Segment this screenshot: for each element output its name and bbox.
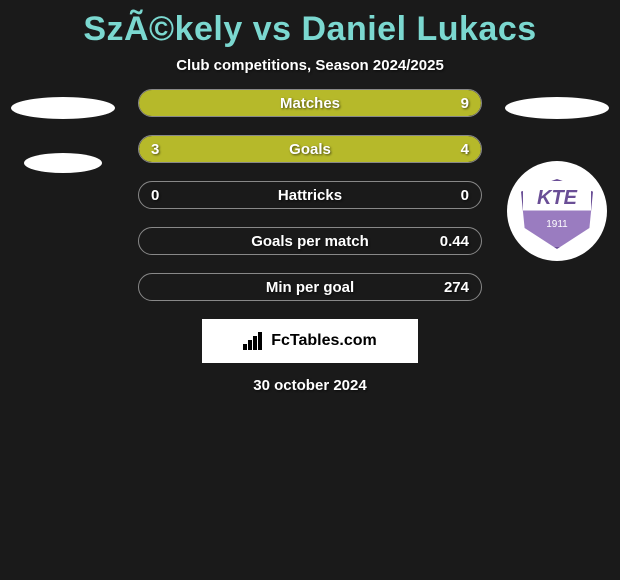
stat-bars: Matches9 Goals3 4 Hattricks0 0 Goals per matc…	[138, 89, 482, 301]
stat-label: Hattricks	[139, 182, 481, 208]
title-row: SzÃ©kely vs Daniel Lukacs	[0, 0, 620, 55]
subtitle-row: Club competitions, Season 2024/2025	[0, 55, 620, 89]
player-right-club-badge: KTE 1911	[507, 161, 607, 261]
date-row: 30 october 2024	[0, 363, 620, 409]
stat-bar: Min per goal274	[138, 273, 482, 301]
stat-value-left: 3	[151, 136, 159, 162]
bar-chart-icon	[243, 332, 265, 350]
player-left-col	[8, 89, 118, 181]
stat-value-right: 9	[461, 90, 469, 116]
stats-area: KTE 1911 Matches9 Goals3 4 Hattricks0 0 Goals…	[0, 89, 620, 301]
player-right-col: KTE 1911	[502, 89, 612, 261]
stat-value-left: 0	[151, 182, 159, 208]
stat-value-right: 0	[461, 182, 469, 208]
brand-text: FcTables.com	[271, 332, 377, 350]
brand-box[interactable]: FcTables.com	[202, 319, 418, 363]
stat-value-right: 0.44	[440, 228, 469, 254]
stat-bar: Goals per match0.44	[138, 227, 482, 255]
stat-label: Min per goal	[139, 274, 481, 300]
stat-value-right: 274	[444, 274, 469, 300]
badge-year: 1911	[523, 219, 591, 230]
date-text: 30 october 2024	[253, 377, 366, 394]
stat-bar: Hattricks0 0	[138, 181, 482, 209]
player-left-club-placeholder	[24, 153, 102, 173]
player-left-avatar-placeholder	[11, 97, 115, 119]
comparison-widget: SzÃ©kely vs Daniel Lukacs Club competiti…	[0, 0, 620, 409]
subtitle: Club competitions, Season 2024/2025	[176, 57, 444, 74]
stat-label: Goals per match	[139, 228, 481, 254]
player-right-avatar-placeholder	[505, 97, 609, 119]
stat-bar: Matches9	[138, 89, 482, 117]
stat-bar: Goals3 4	[138, 135, 482, 163]
stat-value-right: 4	[461, 136, 469, 162]
stat-label: Matches	[139, 90, 481, 116]
shield-icon: KTE 1911	[521, 179, 593, 249]
badge-text: KTE	[523, 187, 591, 210]
stat-label: Goals	[139, 136, 481, 162]
page-title: SzÃ©kely vs Daniel Lukacs	[83, 10, 536, 48]
